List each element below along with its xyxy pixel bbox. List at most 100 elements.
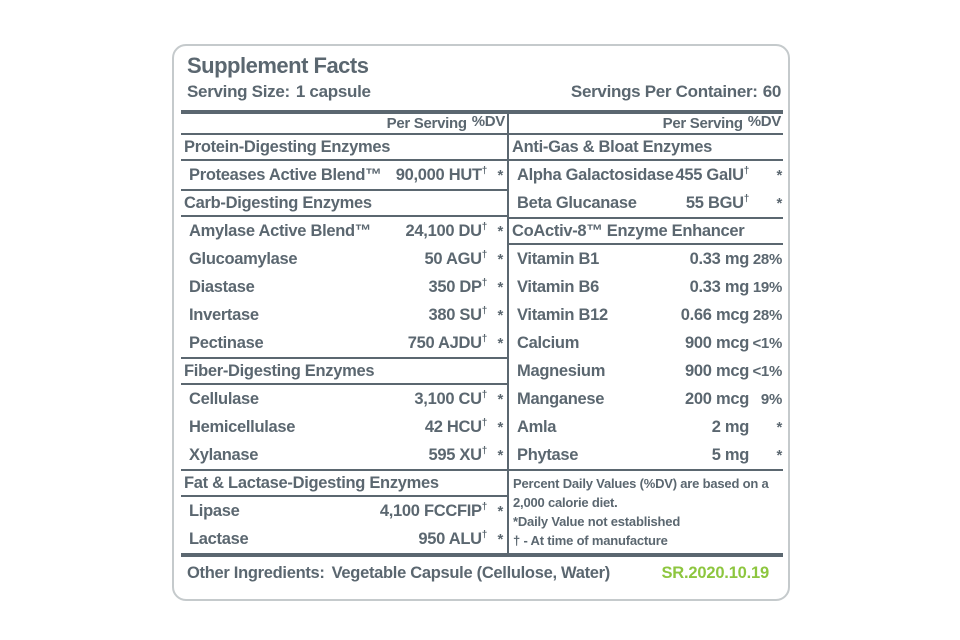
ingredient-dv: <1% — [752, 334, 782, 352]
ingredient-amount: 2 mg — [711, 417, 750, 436]
ingredient-dv: * — [497, 530, 503, 548]
dagger-mark: † — [481, 277, 488, 288]
footnote-line: † - At time of manufacture — [513, 533, 668, 548]
serving-row: Serving Size: 1 capsule Servings Per Cont… — [187, 82, 781, 102]
section-header: CoActiv-8™ Enzyme Enhancer — [509, 217, 783, 245]
servings-per-container: Servings Per Container: 60 — [571, 82, 781, 102]
ingredient-row: Lactase 950 ALU† * — [181, 525, 507, 553]
ingredient-row: Xylanase 595 XU† * — [181, 441, 507, 469]
section-header: Carb-Digesting Enzymes — [181, 189, 507, 217]
ingredient-name: Cellulase — [189, 389, 259, 408]
ingredient-row: Glucoamylase 50 AGU† * — [181, 245, 507, 273]
ingredient-row: Proteases Active Blend™ 90,000 HUT† * — [181, 161, 507, 189]
ingredient-amount: 55 BGU† — [685, 193, 750, 212]
ingredient-dv: * — [776, 166, 782, 184]
percent-dv-label: %DV — [747, 113, 782, 130]
serving-size-value: 1 capsule — [295, 82, 371, 101]
ingredient-amount: 3,100 CU† — [414, 389, 488, 408]
ingredient-dv: * — [497, 250, 503, 268]
ingredient-name: Amla — [517, 417, 557, 436]
ingredient-row: Diastase 350 DP† * — [181, 273, 507, 301]
servings-per-container-label: Servings Per Container: — [570, 82, 758, 101]
per-serving-label: Per Serving — [386, 115, 467, 132]
dagger-mark: † — [481, 221, 488, 232]
left-column-body: Protein-Digesting Enzymes Proteases Activ… — [181, 133, 507, 553]
ingredient-name: Proteases Active Blend™ — [189, 165, 382, 184]
ingredient-name: Vitamin B6 — [517, 277, 599, 296]
ingredient-amount: 5 mg — [711, 445, 750, 464]
ingredient-dv: * — [497, 502, 503, 520]
footnote-line: Percent Daily Values (%DV) are based on … — [513, 476, 769, 510]
ingredient-name: Magnesium — [517, 361, 606, 380]
ingredient-row: Vitamin B12 0.66 mcg 28% — [509, 301, 783, 329]
dagger-mark: † — [743, 193, 750, 204]
panel-head: Supplement Facts Serving Size: 1 capsule … — [174, 46, 788, 110]
left-column: Per Serving %DV Protein-Digesting Enzyme… — [181, 110, 507, 553]
other-ingredients-label: Other Ingredients: — [187, 564, 325, 582]
ingredient-name: Vitamin B12 — [517, 305, 608, 324]
ingredient-dv: * — [497, 418, 503, 436]
ingredient-row: Magnesium 900 mcg <1% — [509, 357, 783, 385]
ingredient-row: Calcium 900 mcg <1% — [509, 329, 783, 357]
ingredient-row: Alpha Galactosidase 455 GalU† * — [509, 161, 783, 189]
bottom-bar — [181, 553, 783, 557]
ingredient-amount: 0.66 mcg — [680, 305, 750, 324]
per-serving-label: Per Serving — [662, 115, 743, 132]
ingredient-row: Cellulase 3,100 CU† * — [181, 385, 507, 413]
ingredient-row: Hemicellulase 42 HCU† * — [181, 413, 507, 441]
ingredient-dv: * — [497, 222, 503, 240]
ingredient-amount: 350 DP† — [428, 277, 488, 296]
ingredient-name: Alpha Galactosidase — [517, 165, 674, 184]
dagger-mark: † — [481, 249, 488, 260]
ingredient-amount: 900 mcg — [685, 333, 749, 352]
ingredient-name: Pectinase — [189, 333, 264, 352]
ingredient-name: Xylanase — [189, 445, 259, 464]
ingredient-name: Calcium — [517, 333, 580, 352]
dagger-mark: † — [481, 445, 488, 456]
ingredient-dv: <1% — [752, 362, 782, 380]
ingredient-amount: 750 AJDU† — [407, 333, 488, 352]
section-header: Fiber-Digesting Enzymes — [181, 357, 507, 385]
ingredient-dv: * — [776, 194, 782, 212]
ingredient-row: Manganese 200 mcg 9% — [509, 385, 783, 413]
panel-title: Supplement Facts — [187, 53, 369, 78]
ingredient-name: Phytase — [517, 445, 579, 464]
panel-foot: Other Ingredients: Vegetable Capsule (Cel… — [174, 557, 788, 583]
section-header: Anti-Gas & Bloat Enzymes — [509, 133, 783, 161]
other-ingredients: Other Ingredients: Vegetable Capsule (Cel… — [187, 564, 610, 583]
dagger-mark: † — [481, 389, 488, 400]
ingredient-amount: 900 mcg — [685, 361, 749, 380]
ingredient-dv: 9% — [760, 390, 782, 408]
column-divider — [507, 110, 509, 553]
column-header-left: Per Serving %DV — [181, 110, 507, 133]
dagger-mark: † — [481, 305, 488, 316]
ingredient-name: Diastase — [189, 277, 255, 296]
percent-dv-label: %DV — [471, 113, 506, 130]
serving-size-label: Serving Size: — [187, 82, 290, 101]
ingredient-amount: 90,000 HUT† — [395, 165, 488, 184]
ingredient-row: Phytase 5 mg * — [509, 441, 783, 469]
section-header: Protein-Digesting Enzymes — [181, 133, 507, 161]
dagger-mark: † — [743, 165, 750, 176]
dagger-mark: † — [481, 333, 488, 344]
ingredient-row: Amylase Active Blend™ 24,100 DU† * — [181, 217, 507, 245]
ingredient-name: Beta Glucanase — [517, 193, 637, 212]
ingredient-dv: * — [776, 418, 782, 436]
other-ingredients-value: Vegetable Capsule (Cellulose, Water) — [331, 564, 611, 582]
ingredient-row: Vitamin B1 0.33 mg 28% — [509, 245, 783, 273]
ingredient-name: Lactase — [189, 529, 249, 548]
ingredient-name: Vitamin B1 — [517, 249, 599, 268]
ingredient-dv: * — [776, 446, 782, 464]
ingredient-name: Amylase Active Blend™ — [189, 221, 371, 240]
ingredient-amount: 4,100 FCCFIP† — [379, 501, 487, 520]
facts-table: Per Serving %DV Protein-Digesting Enzyme… — [181, 110, 783, 553]
ingredient-dv: * — [497, 446, 503, 464]
ingredient-dv: 28% — [752, 306, 782, 324]
ingredient-dv: * — [497, 166, 503, 184]
section-header: Fat & Lactase-Digesting Enzymes — [181, 469, 507, 497]
ingredient-amount: 380 SU† — [428, 305, 488, 324]
ingredient-row: Lipase 4,100 FCCFIP† * — [181, 497, 507, 525]
ingredient-amount: 42 HCU† — [424, 417, 487, 436]
sr-code: SR.2020.10.19 — [661, 564, 770, 582]
